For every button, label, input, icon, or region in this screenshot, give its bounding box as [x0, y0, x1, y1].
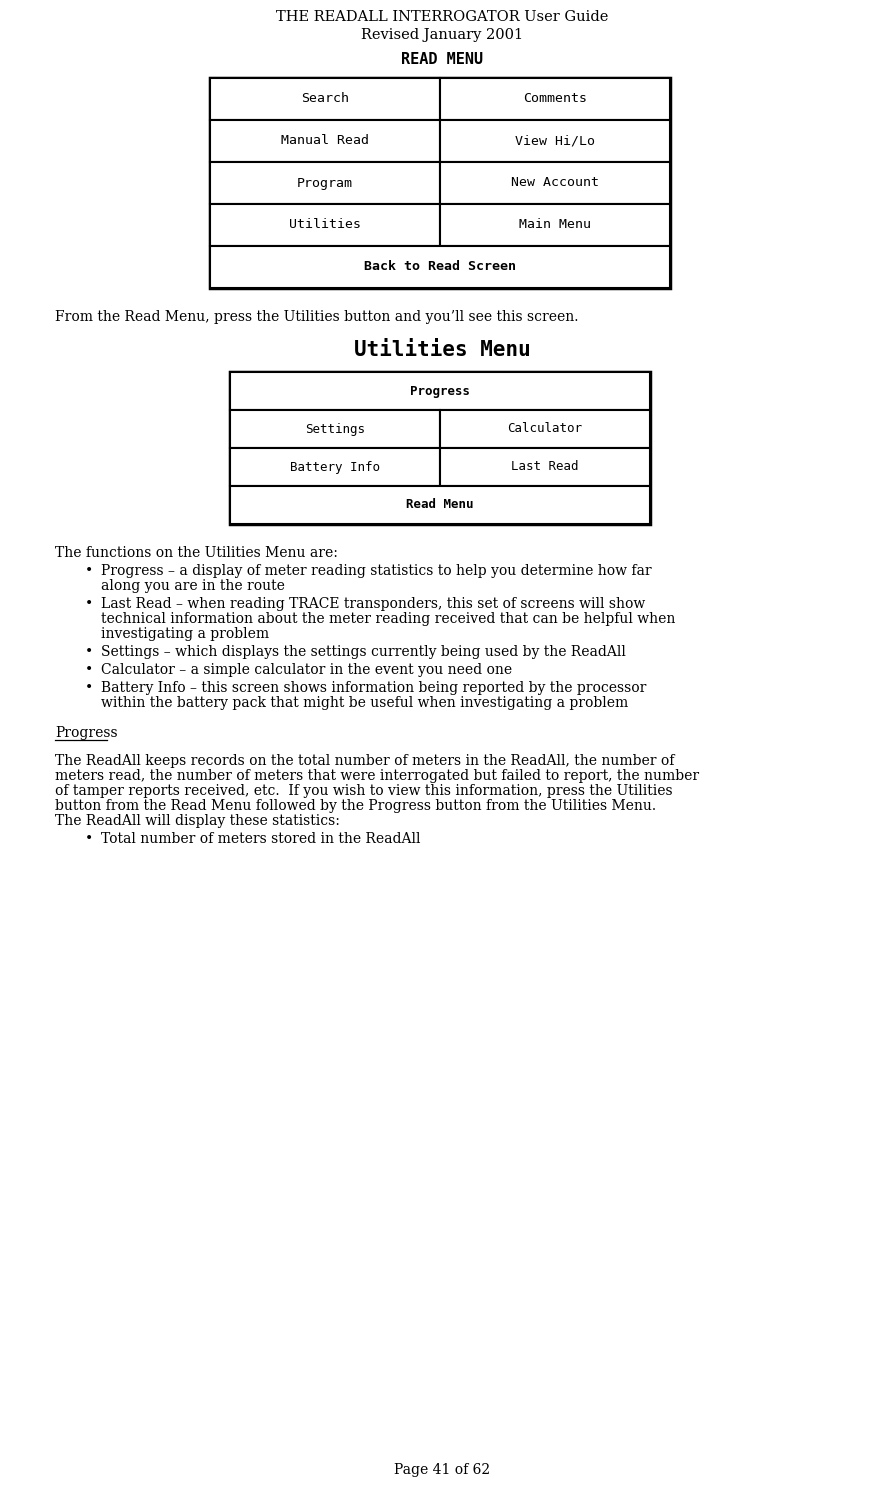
Text: Battery Info – this screen shows information being reported by the processor: Battery Info – this screen shows informa…: [101, 682, 646, 695]
FancyBboxPatch shape: [440, 78, 670, 120]
Text: Last Read – when reading TRACE transponders, this set of screens will show: Last Read – when reading TRACE transpond…: [101, 597, 645, 611]
FancyBboxPatch shape: [440, 448, 650, 486]
FancyBboxPatch shape: [230, 448, 440, 486]
Text: along you are in the route: along you are in the route: [101, 579, 285, 594]
Text: Program: Program: [297, 176, 353, 190]
FancyBboxPatch shape: [440, 161, 670, 203]
Text: Settings: Settings: [305, 423, 365, 435]
Text: Page 41 of 62: Page 41 of 62: [394, 1464, 490, 1477]
Text: Calculator – a simple calculator in the event you need one: Calculator – a simple calculator in the …: [101, 662, 512, 677]
FancyBboxPatch shape: [210, 78, 670, 289]
Text: Utilities Menu: Utilities Menu: [354, 339, 530, 360]
Text: From the Read Menu, press the Utilities button and you’ll see this screen.: From the Read Menu, press the Utilities …: [55, 309, 578, 324]
Text: •: •: [85, 662, 93, 677]
Text: Battery Info: Battery Info: [290, 460, 380, 474]
FancyBboxPatch shape: [440, 120, 670, 161]
Text: Search: Search: [301, 93, 349, 106]
Text: The functions on the Utilities Menu are:: The functions on the Utilities Menu are:: [55, 546, 338, 561]
Text: Progress: Progress: [55, 727, 118, 740]
Text: Progress – a display of meter reading statistics to help you determine how far: Progress – a display of meter reading st…: [101, 564, 652, 579]
FancyBboxPatch shape: [230, 486, 650, 525]
Text: of tamper reports received, etc.  If you wish to view this information, press th: of tamper reports received, etc. If you …: [55, 783, 673, 798]
Text: Settings – which displays the settings currently being used by the ReadAll: Settings – which displays the settings c…: [101, 644, 626, 659]
Text: Utilities: Utilities: [289, 218, 361, 232]
FancyBboxPatch shape: [210, 120, 440, 161]
FancyBboxPatch shape: [210, 247, 670, 289]
Text: Read Menu: Read Menu: [407, 498, 474, 511]
FancyBboxPatch shape: [210, 203, 440, 247]
Text: Progress: Progress: [410, 384, 470, 398]
Text: Comments: Comments: [523, 93, 587, 106]
Text: The ReadAll will display these statistics:: The ReadAll will display these statistic…: [55, 813, 339, 828]
Text: Total number of meters stored in the ReadAll: Total number of meters stored in the Rea…: [101, 833, 421, 846]
Text: within the battery pack that might be useful when investigating a problem: within the battery pack that might be us…: [101, 697, 629, 710]
FancyBboxPatch shape: [230, 372, 650, 525]
FancyBboxPatch shape: [230, 410, 440, 448]
Text: The ReadAll keeps records on the total number of meters in the ReadAll, the numb: The ReadAll keeps records on the total n…: [55, 753, 674, 768]
FancyBboxPatch shape: [440, 410, 650, 448]
Text: THE READALL INTERROGATOR User Guide: THE READALL INTERROGATOR User Guide: [276, 10, 608, 24]
Text: investigating a problem: investigating a problem: [101, 626, 269, 641]
Text: Back to Read Screen: Back to Read Screen: [364, 260, 516, 274]
FancyBboxPatch shape: [210, 78, 440, 120]
Text: Calculator: Calculator: [507, 423, 583, 435]
Text: Main Menu: Main Menu: [519, 218, 591, 232]
FancyBboxPatch shape: [210, 161, 440, 203]
Text: meters read, the number of meters that were interrogated but failed to report, t: meters read, the number of meters that w…: [55, 768, 699, 783]
Text: Revised January 2001: Revised January 2001: [361, 28, 523, 42]
Text: •: •: [85, 564, 93, 579]
Text: View Hi/Lo: View Hi/Lo: [515, 135, 595, 148]
Text: •: •: [85, 644, 93, 659]
Text: button from the Read Menu followed by the Progress button from the Utilities Men: button from the Read Menu followed by th…: [55, 798, 656, 813]
Text: •: •: [85, 682, 93, 695]
Text: READ MENU: READ MENU: [401, 52, 483, 67]
Text: •: •: [85, 597, 93, 611]
Text: •: •: [85, 833, 93, 846]
FancyBboxPatch shape: [230, 372, 650, 410]
FancyBboxPatch shape: [440, 203, 670, 247]
Text: Manual Read: Manual Read: [281, 135, 369, 148]
Text: technical information about the meter reading received that can be helpful when: technical information about the meter re…: [101, 611, 675, 626]
Text: New Account: New Account: [511, 176, 599, 190]
Text: Last Read: Last Read: [511, 460, 579, 474]
